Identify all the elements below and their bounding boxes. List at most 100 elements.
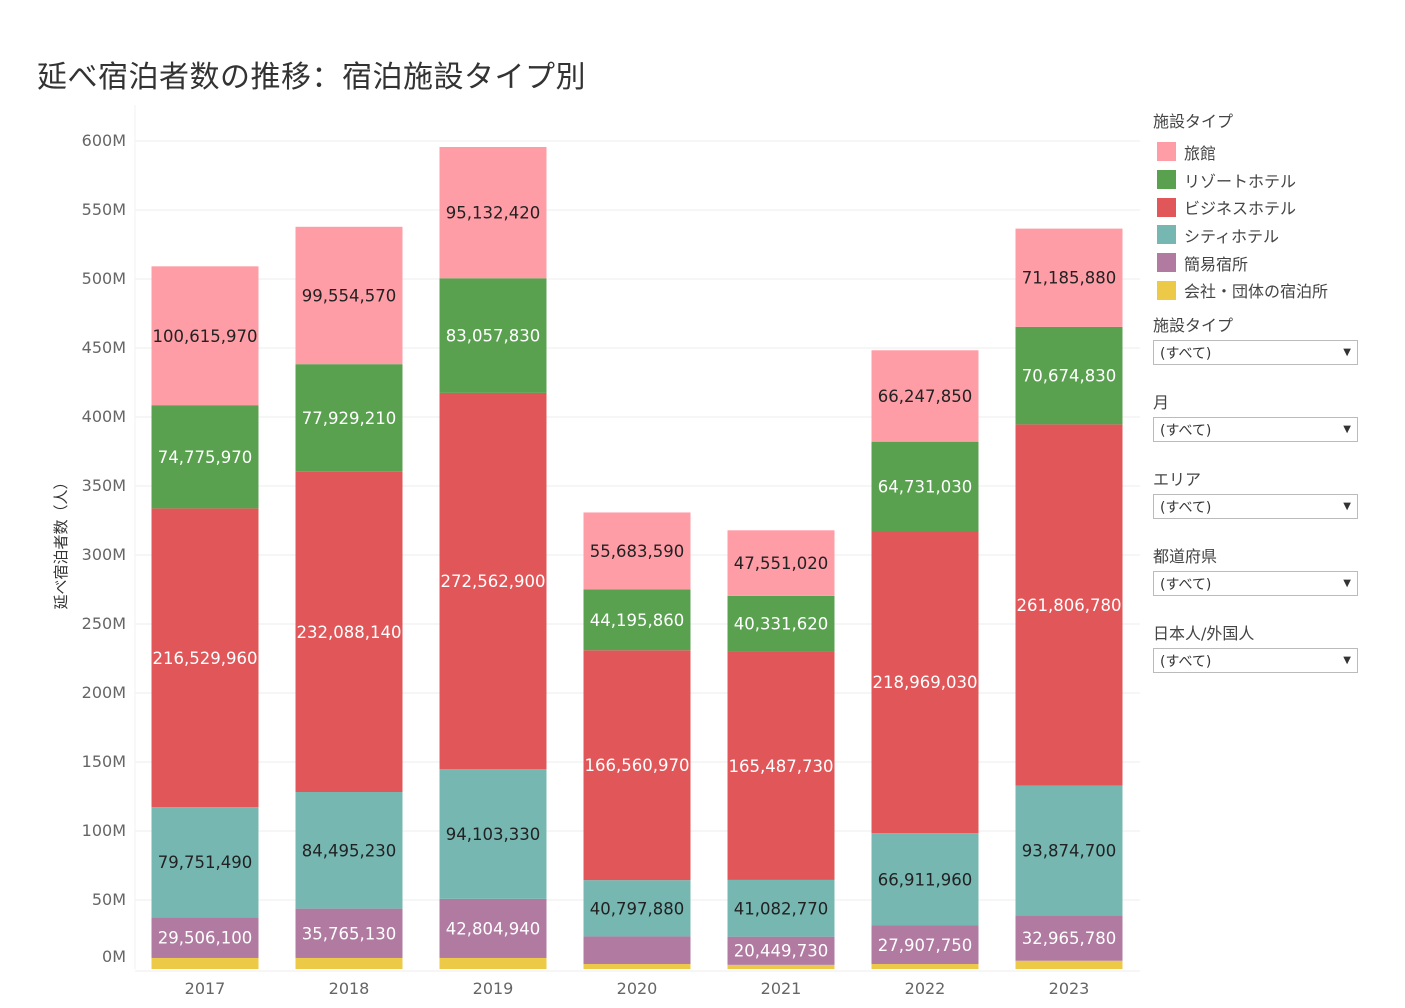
y-tick-label: 500M bbox=[82, 269, 126, 288]
filter-dropdown[interactable]: (すべて) ▼ bbox=[1153, 648, 1358, 673]
data-label: 166,560,970 bbox=[585, 756, 690, 775]
bar-segment bbox=[583, 650, 691, 881]
data-label: 40,331,620 bbox=[734, 615, 828, 634]
legend-label: シティホテル bbox=[1184, 226, 1280, 246]
filter-value: (すべて) bbox=[1160, 422, 1212, 439]
bar-segment bbox=[727, 530, 835, 596]
legend-swatch bbox=[1157, 170, 1176, 190]
legend-item[interactable]: 旅館 bbox=[1153, 138, 1328, 166]
bar-segment bbox=[439, 769, 547, 899]
filter-dropdown[interactable]: (すべて) ▼ bbox=[1153, 417, 1358, 442]
filter: 月 (すべて) ▼ bbox=[1153, 389, 1358, 442]
bar-segment bbox=[583, 880, 691, 937]
y-tick-label: 100M bbox=[82, 821, 126, 840]
bar-stack-2017: 29,506,100 79,751,490 216,529,960 74,775,97… bbox=[151, 266, 259, 969]
bar-segment bbox=[583, 936, 691, 965]
data-label: 44,195,860 bbox=[590, 611, 684, 630]
data-label: 216,529,960 bbox=[153, 649, 258, 668]
bar-segment bbox=[151, 807, 259, 918]
legend-item[interactable]: リゾートホテル bbox=[1153, 166, 1328, 194]
filter: 施設タイプ (すべて) ▼ bbox=[1153, 312, 1358, 365]
bar-stack-2022: 27,907,750 66,911,960 218,969,030 64,731,03… bbox=[871, 350, 979, 969]
filter-value: (すべて) bbox=[1160, 653, 1212, 670]
data-label: 55,683,590 bbox=[590, 542, 684, 561]
filter: 日本人/外国人 (すべて) ▼ bbox=[1153, 620, 1358, 673]
data-label: 232,088,140 bbox=[297, 623, 402, 642]
bar-segment bbox=[583, 589, 691, 651]
data-label: 83,057,830 bbox=[446, 327, 540, 346]
filter-dropdown[interactable]: (すべて) ▼ bbox=[1153, 494, 1358, 519]
y-tick-label: 600M bbox=[82, 131, 126, 150]
bar-segment bbox=[295, 226, 403, 365]
legend-item[interactable]: 会社・団体の宿泊所 bbox=[1153, 276, 1328, 304]
y-tick-label: 50M bbox=[92, 890, 126, 909]
legend-label: 旅館 bbox=[1184, 143, 1217, 163]
bar-segment bbox=[1015, 785, 1123, 916]
y-axis-title: 延べ宿泊者数（人） bbox=[52, 474, 70, 609]
x-tick-label: 2023 bbox=[1049, 979, 1090, 998]
filter-label: 日本人/外国人 bbox=[1153, 624, 1255, 643]
bar-segment bbox=[871, 350, 979, 442]
bar-segment bbox=[727, 651, 835, 880]
bar-segment bbox=[439, 898, 547, 958]
data-label: 79,751,490 bbox=[158, 853, 252, 872]
legend-swatch bbox=[1157, 280, 1176, 300]
data-label: 42,804,940 bbox=[446, 919, 540, 938]
filter-dropdown[interactable]: (すべて) ▼ bbox=[1153, 571, 1358, 596]
data-label: 165,487,730 bbox=[729, 757, 834, 776]
y-tick-label: 250M bbox=[82, 614, 126, 633]
bar-segment bbox=[295, 364, 403, 472]
bar-segment bbox=[439, 957, 547, 969]
data-label: 64,731,030 bbox=[878, 477, 972, 496]
bar-segment bbox=[727, 879, 835, 937]
x-tick-label: 2020 bbox=[617, 979, 658, 998]
legend-label: ビジネスホテル bbox=[1184, 199, 1297, 219]
data-label: 71,185,880 bbox=[1022, 269, 1116, 288]
legend-label: 簡易宿所 bbox=[1184, 254, 1249, 274]
bar-segment bbox=[295, 792, 403, 909]
legend-label: 会社・団体の宿泊所 bbox=[1184, 282, 1329, 302]
bar-stack-2023: 32,965,780 93,874,700 261,806,780 70,674,83… bbox=[1015, 228, 1123, 969]
y-tick-label: 550M bbox=[82, 200, 126, 219]
legend-swatch bbox=[1157, 253, 1176, 273]
bar-segment bbox=[151, 957, 259, 969]
legend-item[interactable]: 簡易宿所 bbox=[1153, 249, 1328, 277]
data-label: 70,674,830 bbox=[1022, 367, 1116, 386]
x-tick-label: 2022 bbox=[905, 979, 946, 998]
bar-segment bbox=[871, 833, 979, 926]
dropdown-arrow-icon: ▼ bbox=[1343, 578, 1351, 589]
bar-segment bbox=[151, 508, 259, 808]
data-label: 261,806,780 bbox=[1017, 596, 1122, 615]
data-label: 94,103,330 bbox=[446, 825, 540, 844]
legend-title: 施設タイプ bbox=[1153, 112, 1234, 131]
legend-swatch bbox=[1157, 225, 1176, 245]
bar-segment bbox=[439, 146, 547, 279]
data-label: 99,554,570 bbox=[302, 286, 396, 305]
bar-segment bbox=[439, 392, 547, 770]
bar-stack-2018: 35,765,130 84,495,230 232,088,140 77,929,21… bbox=[295, 226, 403, 969]
bar-segment bbox=[727, 964, 835, 969]
data-label: 40,797,880 bbox=[590, 899, 684, 918]
bar-segment bbox=[151, 405, 259, 509]
filter: エリア (すべて) ▼ bbox=[1153, 466, 1358, 519]
legend-item[interactable]: ビジネスホテル bbox=[1153, 193, 1328, 221]
data-label: 74,775,970 bbox=[158, 448, 252, 467]
filter-value: (すべて) bbox=[1160, 499, 1212, 516]
data-label: 32,965,780 bbox=[1022, 929, 1116, 948]
dropdown-arrow-icon: ▼ bbox=[1343, 424, 1351, 435]
data-label: 20,449,730 bbox=[734, 942, 828, 961]
filter-value: (すべて) bbox=[1160, 345, 1212, 362]
data-label: 100,615,970 bbox=[153, 327, 258, 346]
data-label: 95,132,420 bbox=[446, 204, 540, 223]
filter-label: 月 bbox=[1153, 393, 1170, 412]
filter-dropdown[interactable]: (すべて) ▼ bbox=[1153, 340, 1358, 365]
y-tick-label: 0M bbox=[102, 947, 126, 966]
data-label: 41,082,770 bbox=[734, 899, 828, 918]
data-label: 35,765,130 bbox=[302, 924, 396, 943]
data-label: 27,907,750 bbox=[878, 936, 972, 955]
legend-item[interactable]: シティホテル bbox=[1153, 221, 1328, 249]
bar-segment bbox=[439, 278, 547, 393]
bar-segment bbox=[295, 957, 403, 969]
data-label: 66,911,960 bbox=[878, 870, 972, 889]
